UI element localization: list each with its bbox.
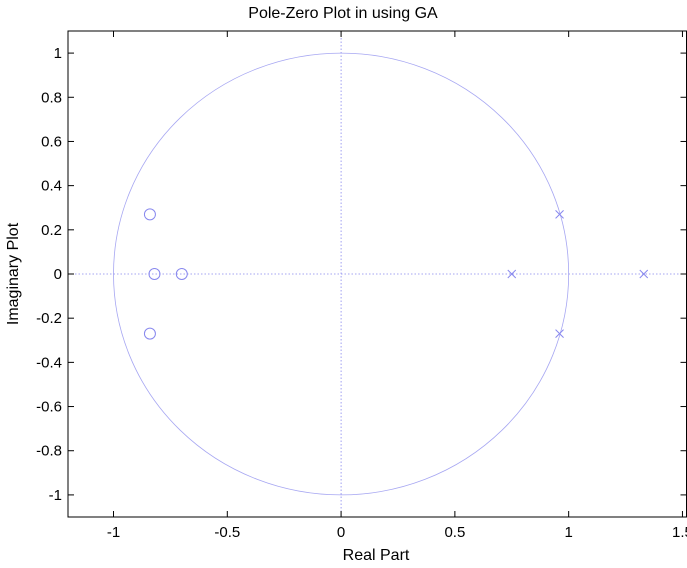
y-tick-label: 0 xyxy=(54,266,62,283)
pole-marker xyxy=(555,210,564,219)
y-tick-label: 0.2 xyxy=(41,222,62,239)
y-tick-label: -0.4 xyxy=(36,354,62,371)
x-tick-label: 0 xyxy=(337,524,345,541)
y-tick-label: -0.6 xyxy=(36,399,62,416)
zero-marker xyxy=(175,268,188,280)
x-tick-label: 1 xyxy=(564,524,572,541)
x-tick-label: -0.5 xyxy=(214,524,240,541)
y-tick-label: -0.8 xyxy=(36,443,62,460)
pole-marker xyxy=(639,269,649,279)
pole-marker xyxy=(555,329,564,338)
zero-marker xyxy=(143,327,156,340)
y-tick-label: 0.8 xyxy=(41,89,62,106)
x-axis-title: Real Part xyxy=(343,547,410,564)
plot-area: -1 -0.5 0 0.5 1 1.5 1 0.8 0.6 0.4 0.2 0 -0.2 -0.4 -0.6… xyxy=(36,30,687,541)
pole-marker xyxy=(507,269,517,279)
y-tick-label: -0.2 xyxy=(36,310,62,327)
y-axis-title: Imaginary Plot xyxy=(5,222,22,325)
y-tick-label: 1 xyxy=(54,45,62,62)
y-tick-label: 0.4 xyxy=(41,178,62,195)
y-tick-label: 0.6 xyxy=(41,133,62,150)
x-tick-label: -1 xyxy=(107,524,120,541)
zero-marker xyxy=(148,268,161,280)
zero-marker xyxy=(143,208,156,221)
x-tick-label: 0.5 xyxy=(444,524,465,541)
chart-title: Pole-Zero Plot in using GA xyxy=(248,5,438,22)
y-tick-label: -1 xyxy=(49,487,62,504)
x-tick-label: 1.5 xyxy=(672,524,687,541)
